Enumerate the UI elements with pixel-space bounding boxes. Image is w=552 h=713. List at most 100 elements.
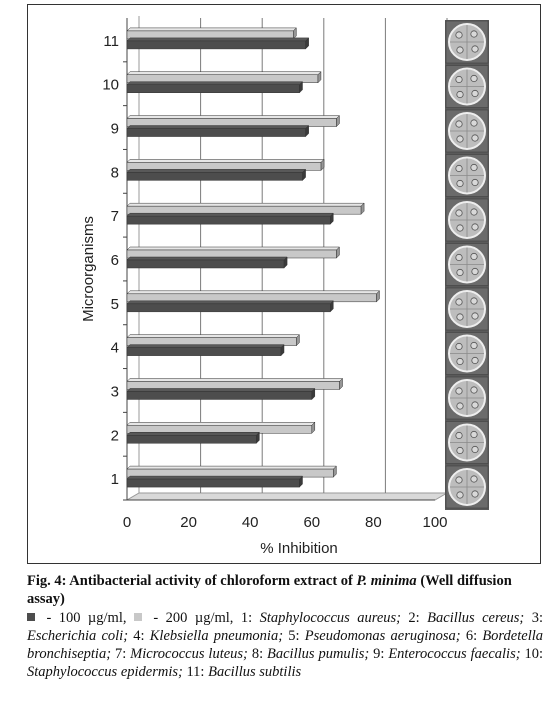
y-tick-label: 9 [111,121,119,138]
bar-end-face [283,256,288,269]
inhibition-zone [470,119,478,127]
inhibition-zone [470,30,478,38]
bar-top-face [126,125,310,129]
legend-swatch-200 [133,613,142,621]
inhibition-zone [471,445,479,454]
inhibition-zone [471,490,479,498]
bar-top-face [126,37,310,42]
organism-name: Bacillus pumulis; [267,646,374,662]
bar-100 [126,391,313,400]
inhibition-zone [471,356,479,365]
x-tick-label: 0 [123,514,131,531]
organism-number: 2: [408,610,428,626]
organism-number: 3: [531,610,543,626]
bar-top-face [126,115,341,119]
organism-name: Micrococcus luteus; [130,646,252,662]
bar-end-face [317,71,322,84]
figure-caption: Fig. 4: Antibacterial activity of chloro… [27,572,543,681]
organism-name: Bacillus subtilis [208,664,302,680]
inhibition-zone [455,31,463,39]
bar-100 [126,40,306,50]
bar-end-face [256,431,260,444]
bar-end-face [311,421,316,434]
organism-name: Enterococcus faecalis; [388,646,525,662]
chart-floor [125,492,449,501]
bar-top-face [126,465,337,470]
bar-top-face [126,432,260,436]
bar-end-face [360,202,365,215]
inhibition-zone [456,135,464,143]
inhibition-zone [471,178,479,187]
organism-number: 10: [524,646,543,662]
inhibition-zone [455,476,463,484]
organism-name: Staphylococcus aureus; [259,610,409,626]
inhibition-zone [471,134,479,142]
organism-number: 7: [114,646,131,662]
organism-name: Bordetella bronchiseptia; [27,628,543,662]
bar-100 [126,215,331,225]
bar-top-face [126,159,325,163]
bar-end-face [376,290,380,303]
bar-end-face [333,465,337,478]
inhibition-zone [455,387,463,395]
caption-title-suffix: (Well diffusion assay) [27,573,512,607]
bar-100 [126,303,331,313]
inhibition-zone [456,46,464,54]
bar-end-face [336,246,340,259]
bar-top-face [126,169,307,173]
inhibition-zone [455,209,463,217]
inhibition-zone [455,431,463,440]
bar-top-face [126,81,304,85]
legend-swatch-100 [27,613,35,621]
y-tick-label: 5 [111,296,119,313]
inhibition-zone [470,252,478,261]
organism-number: 4: [133,628,150,644]
organism-number: 5: [288,628,305,644]
inhibition-zone [455,253,463,262]
bar-100 [126,84,300,93]
legend-label-200: - 200 µg/ml, [145,610,241,626]
organism-name: Escherichia coli; [27,628,134,644]
bar-100 [126,435,257,444]
bar-top-face [126,212,334,217]
bar-end-face [311,387,316,401]
y-tick-label: 4 [111,340,119,357]
bar-top-face [126,300,334,305]
x-axis-label: % Inhibition [260,540,338,557]
organism-number: 6: [465,628,483,644]
bar-end-face [293,27,297,40]
y-tick-label: 1 [111,471,119,488]
bar-chart: 1 2 3 4 5 6 7 8 9 10 11 0 20 40 60 80 100 % Inhibition Mic… [80,16,489,557]
organism-name: Bacillus cereus; [427,610,532,626]
bar-end-face [299,475,303,488]
bar-end-face [280,344,285,357]
bar-top-face [126,422,316,426]
x-tick-label: 40 [242,514,259,531]
bar-top-face [126,202,365,207]
y-tick-label: 11 [103,33,119,50]
bar-top-face [126,27,297,32]
inhibition-zone [456,402,464,410]
y-axis-label: Microorganisms [80,216,97,322]
inhibition-zone [470,475,478,483]
inhibition-zone [455,120,463,128]
bar-end-face [320,158,325,171]
bar-end-face [305,37,309,50]
bar-top-face [126,256,288,261]
bar-end-face [339,377,343,391]
inhibition-zone [455,164,463,173]
inhibition-zone [455,342,463,351]
inhibition-zone [456,313,464,321]
inhibition-zone [471,45,479,53]
inhibition-zone [470,74,478,83]
inhibition-zone [455,298,463,306]
bar-end-face [296,334,300,347]
organism-name: Staphylococcus epidermis; [27,664,187,680]
inhibition-zone [456,224,464,232]
inhibition-zone [456,179,464,188]
organism-number: 9: [373,646,389,662]
organism-name: Klebsiella pneumonia; [149,628,289,644]
bar-end-face [330,212,334,225]
legend-label-100: - 100 µg/ml, [39,610,134,626]
bar-100 [126,172,303,181]
